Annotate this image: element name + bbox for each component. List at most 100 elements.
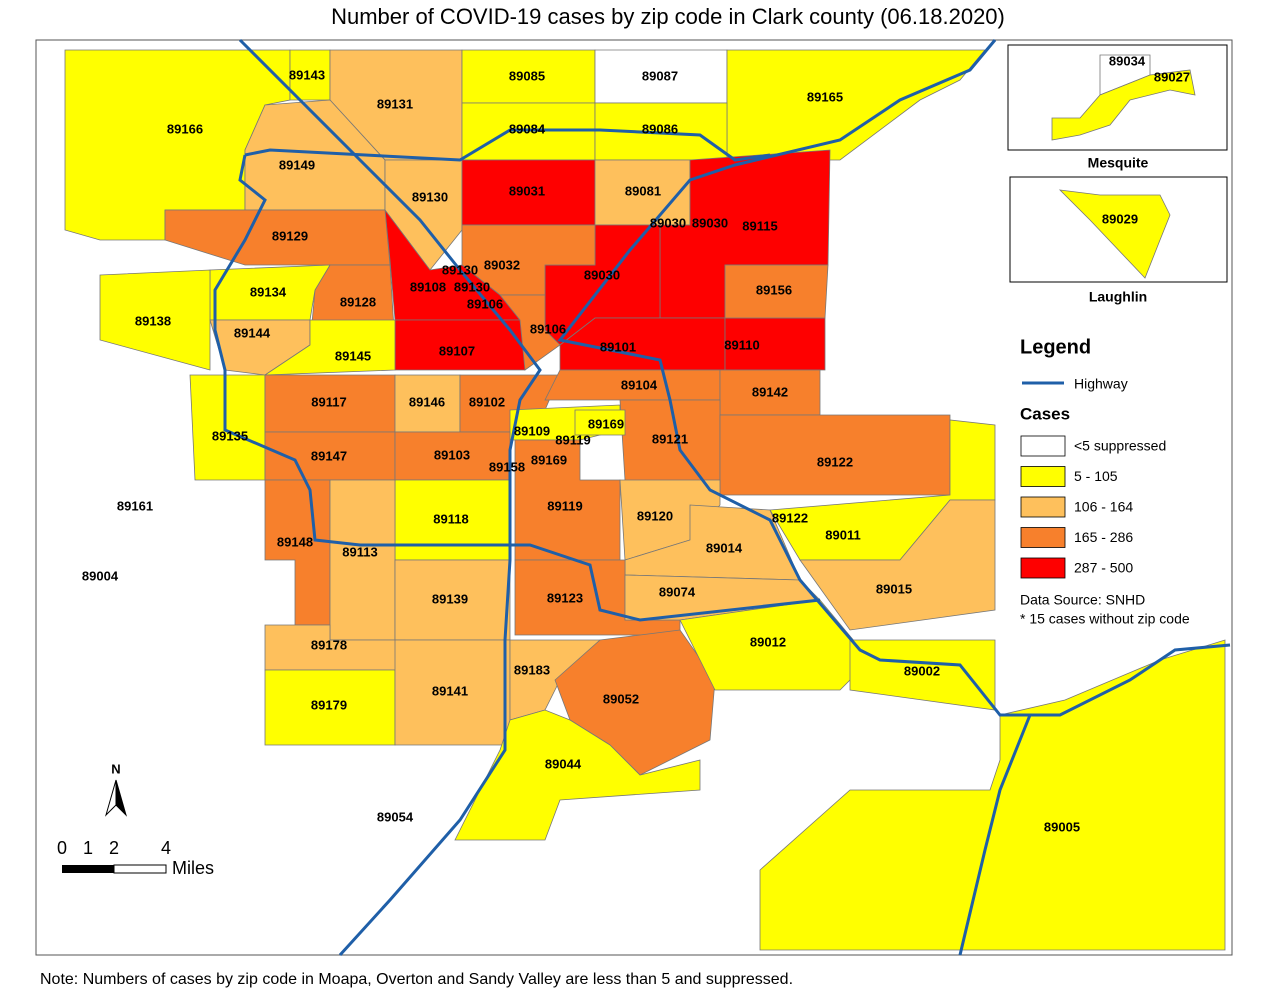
zip-label: 89149 xyxy=(279,157,315,172)
zip-label: 89012 xyxy=(750,634,786,649)
zip-label: 89106 xyxy=(467,296,503,311)
zip-label: 89005 xyxy=(1044,819,1080,834)
zip-label: 89156 xyxy=(756,282,792,297)
inset-zip-label: 89029 xyxy=(1102,211,1138,226)
zip-label: 89115 xyxy=(742,218,777,233)
zip-label: 89138 xyxy=(135,313,171,328)
scale-unit: Miles xyxy=(172,858,214,878)
zip-label: 89165 xyxy=(807,89,843,104)
zip-label: 89011 xyxy=(825,527,860,542)
legend-swatch xyxy=(1020,466,1066,487)
zip-label: 89183 xyxy=(514,662,550,677)
zip-label: 89123 xyxy=(547,590,583,605)
zip-label: 89169 xyxy=(531,452,567,467)
legend-swatch xyxy=(1020,527,1066,548)
footnote: * 15 cases without zip code xyxy=(1020,611,1190,627)
zip-label: 89085 xyxy=(509,68,545,83)
legend-swatch xyxy=(1020,435,1066,457)
legend-swatch xyxy=(1020,557,1066,579)
zip-label: 89145 xyxy=(335,348,371,363)
zip-label: 89004 xyxy=(82,568,119,583)
zip-area xyxy=(263,319,396,376)
zip-label: 89014 xyxy=(706,540,743,555)
zip-label: 89135 xyxy=(212,428,248,443)
zip-label: 89030 xyxy=(584,267,620,282)
inset-title: Mesquite xyxy=(1088,155,1149,171)
regions xyxy=(64,49,1226,951)
legend-label: <5 suppressed xyxy=(1074,438,1166,454)
zip-label: 89148 xyxy=(277,534,313,549)
zip-label: 89120 xyxy=(637,508,673,523)
zip-label: 89054 xyxy=(377,809,414,824)
legend-label: 5 - 105 xyxy=(1074,468,1118,484)
zip-area xyxy=(99,269,211,371)
zip-label: 89130 xyxy=(412,189,448,204)
zip-label: 89179 xyxy=(311,697,347,712)
zip-label: 89104 xyxy=(621,377,658,392)
scale-tick: 0 xyxy=(57,838,67,858)
legend-title: Legend xyxy=(1020,336,1091,358)
zip-label: 89134 xyxy=(250,284,287,299)
zip-label: 89109 xyxy=(514,423,550,438)
zip-label: 89166 xyxy=(167,121,203,136)
map-title: Number of COVID-19 cases by zip code in … xyxy=(331,4,1005,29)
zip-label: 89052 xyxy=(603,691,639,706)
zip-label: 89087 xyxy=(642,68,678,83)
scale-bar xyxy=(62,865,114,873)
zip-label: 89119 xyxy=(555,432,590,447)
zip-label: 89178 xyxy=(311,637,347,652)
zip-label: 89139 xyxy=(432,591,468,606)
legend-label: 287 - 500 xyxy=(1074,560,1133,576)
zip-label: 89121 xyxy=(652,431,688,446)
north-label: N xyxy=(111,761,120,776)
scale-tick: 4 xyxy=(161,838,171,858)
zip-label: 89102 xyxy=(469,394,505,409)
zip-label: 89144 xyxy=(234,325,271,340)
zip-label: 89119 xyxy=(547,498,582,513)
zip-label: 89128 xyxy=(340,294,376,309)
zip-label: 89044 xyxy=(545,756,582,771)
zip-label: 89141 xyxy=(432,683,468,698)
zip-label: 89130 xyxy=(442,262,478,277)
zip-label: 89143 xyxy=(289,67,325,82)
zip-label: 89002 xyxy=(904,663,940,678)
zip-label: 89131 xyxy=(377,96,413,111)
scale-tick: 1 xyxy=(83,838,93,858)
zip-label: 89169 xyxy=(588,416,624,431)
inset-zip-area xyxy=(1051,69,1196,141)
zip-label: 89147 xyxy=(311,448,347,463)
zip-label: 89030 xyxy=(692,215,728,230)
zip-label: 89118 xyxy=(433,511,468,526)
zip-area xyxy=(574,409,626,436)
zip-label: 89074 xyxy=(659,584,696,599)
zip-label: 89101 xyxy=(600,339,636,354)
legend-swatch xyxy=(1020,496,1066,518)
inset-zip-area xyxy=(1058,189,1171,279)
zip-label: 89030 xyxy=(650,215,686,230)
zip-area xyxy=(454,709,701,841)
zip-label: 89086 xyxy=(642,121,678,136)
zip-label: 89130 xyxy=(454,279,490,294)
inset-title: Laughlin xyxy=(1089,289,1147,305)
zip-label: 89081 xyxy=(625,183,661,198)
zip-label: 89146 xyxy=(409,394,445,409)
data-source: Data Source: SNHD xyxy=(1020,592,1145,608)
note: Note: Numbers of cases by zip code in Mo… xyxy=(40,971,793,988)
zip-area xyxy=(724,264,829,319)
zip-area xyxy=(759,639,1226,951)
north-arrow xyxy=(115,779,128,817)
zip-label: 89084 xyxy=(509,121,546,136)
zip-area xyxy=(799,499,996,631)
legend-cases-title: Cases xyxy=(1020,404,1070,423)
inset-zip-label: 89034 xyxy=(1109,53,1146,68)
zip-label: 89122 xyxy=(772,510,808,525)
zip-label: 89122 xyxy=(817,454,853,469)
zip-label: 89032 xyxy=(484,257,520,272)
legend: <5 suppressed 5 - 105 106 - 164 165 - 286 28… xyxy=(1020,435,1166,579)
zip-label: 89103 xyxy=(434,447,470,462)
zip-labels: 89166 89143 89131 89085 89087 89165 89084 89086… xyxy=(82,67,1080,834)
zip-label: 89015 xyxy=(876,581,912,596)
inset-zip-label: 89027 xyxy=(1154,69,1190,84)
zip-label: 89158 xyxy=(489,459,525,474)
